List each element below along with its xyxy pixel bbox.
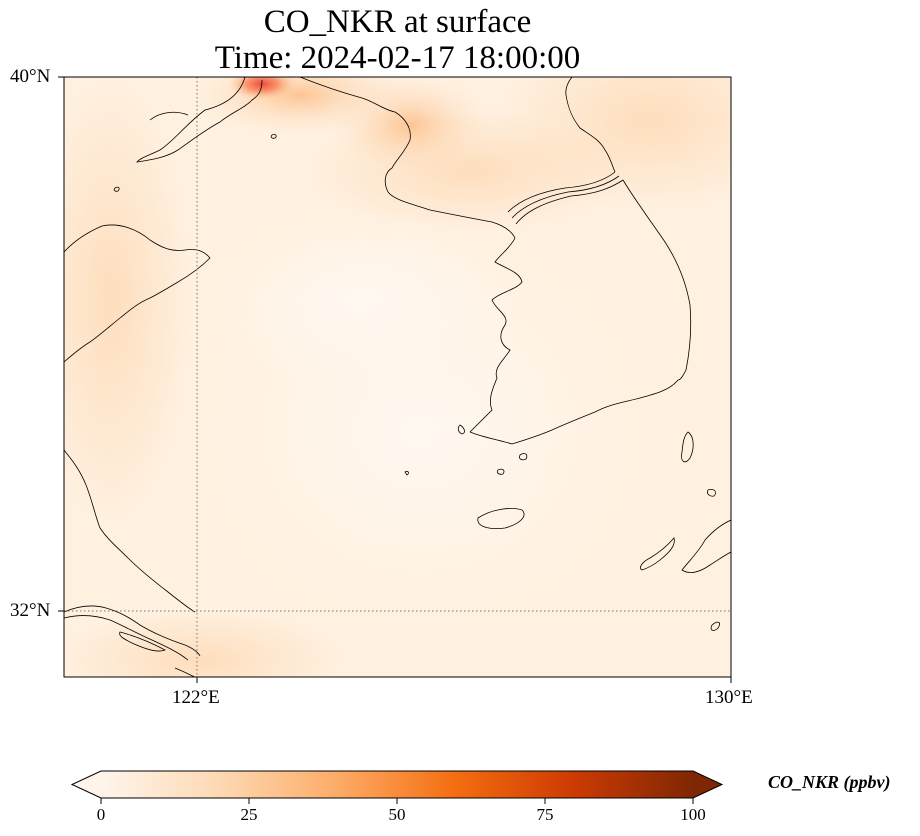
map-frame-border bbox=[63, 76, 732, 678]
lat-label-32n: 32°N bbox=[10, 600, 51, 621]
lon-label-130e: 130°E bbox=[705, 687, 753, 708]
colorbar bbox=[70, 770, 724, 804]
lon-label-122e: 122°E bbox=[172, 687, 220, 708]
colorbar-tick-100: 100 bbox=[680, 805, 706, 824]
colorbar-tick-75: 75 bbox=[536, 805, 554, 824]
map-title-line2: Time: 2024-02-17 18:00:00 bbox=[214, 40, 581, 76]
colorbar-label: CO_NKR (ppbv) bbox=[768, 772, 891, 792]
colorbar-extend-max bbox=[693, 771, 722, 798]
lat-label-40n: 40°N bbox=[10, 66, 51, 87]
colorbar-tick-50: 50 bbox=[388, 805, 406, 824]
colorbar-gradient bbox=[101, 771, 693, 798]
colorbar-extend-min bbox=[72, 771, 101, 798]
coastlines bbox=[64, 77, 731, 677]
colorbar-tick-0: 0 bbox=[96, 805, 106, 824]
axis-ticks bbox=[58, 76, 732, 683]
colorbar-tick-25: 25 bbox=[240, 805, 258, 824]
concentration-field bbox=[64, 77, 731, 677]
graticule bbox=[64, 77, 731, 677]
map-title-line1: CO_NKR at surface bbox=[263, 4, 532, 40]
